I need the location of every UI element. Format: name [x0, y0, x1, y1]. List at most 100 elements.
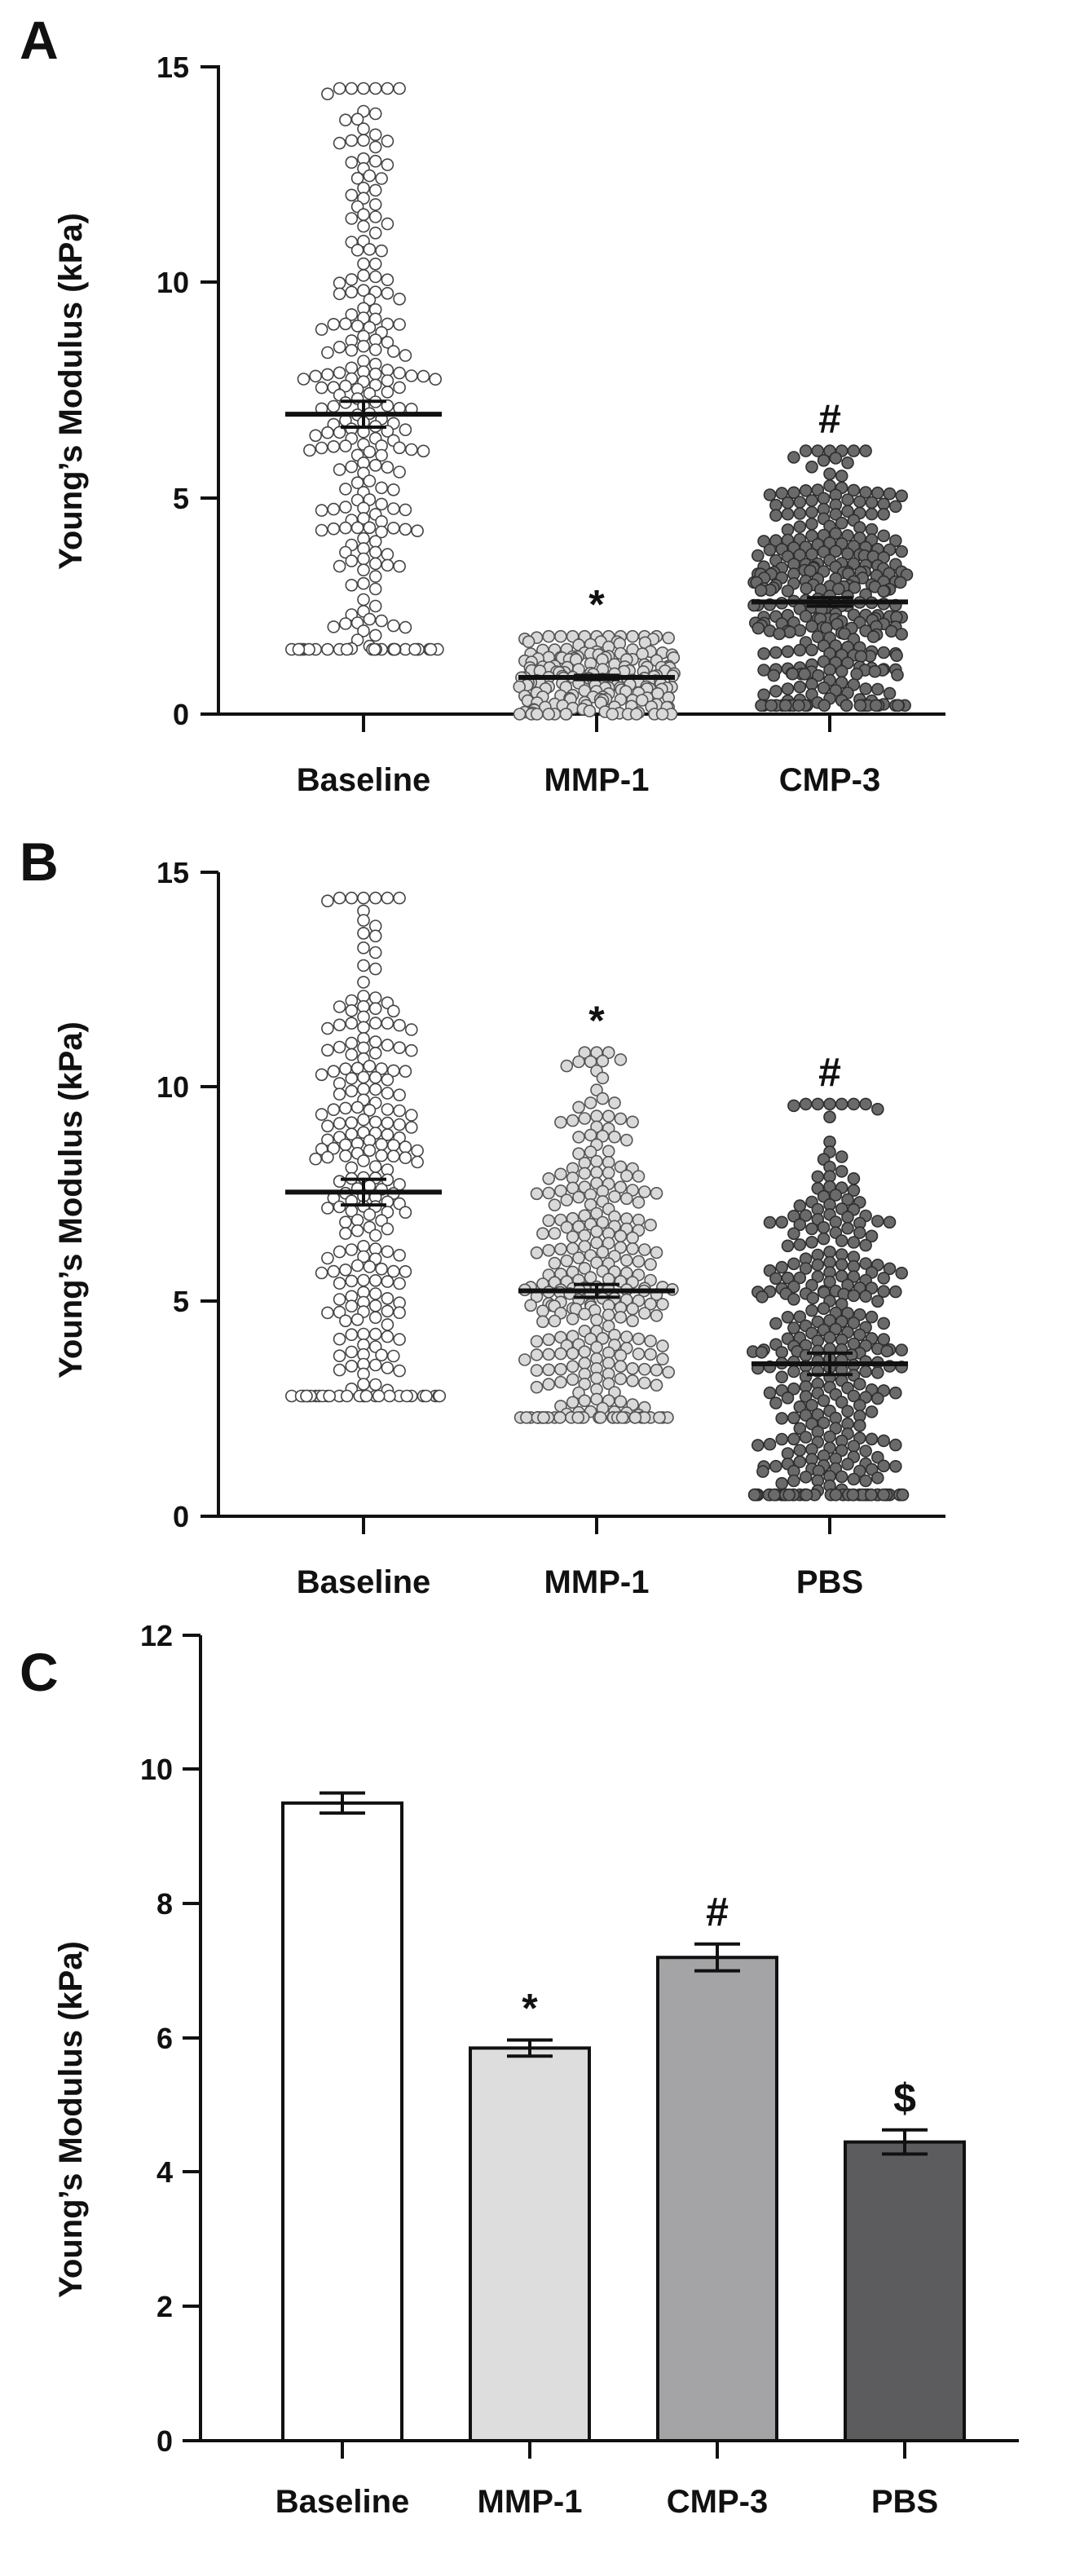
data-point-mmp-1: [650, 1309, 663, 1322]
data-point-baseline: [345, 1017, 359, 1030]
data-point-pbs: [859, 1238, 872, 1252]
data-point-cmp-3: [877, 584, 890, 598]
data-point-baseline: [368, 367, 382, 381]
data-point-baseline: [368, 599, 382, 613]
data-point-baseline: [333, 1277, 346, 1290]
x-category-label: CMP-3: [779, 762, 880, 798]
data-point-cmp-3: [832, 582, 845, 596]
data-point-baseline: [321, 1021, 334, 1035]
data-point-baseline: [368, 140, 382, 154]
data-point-baseline: [357, 624, 370, 637]
data-point-mmp-1: [614, 1395, 628, 1409]
data-point-mmp-1: [626, 1302, 639, 1316]
data-point-pbs: [835, 1298, 848, 1311]
data-point-baseline: [309, 369, 323, 383]
data-point-baseline: [368, 1083, 382, 1096]
data-point-cmp-3: [757, 535, 770, 548]
data-point-cmp-3: [781, 682, 795, 695]
data-point-baseline: [350, 320, 364, 333]
data-point-pbs: [853, 1378, 866, 1391]
data-point-cmp-3: [763, 543, 777, 557]
data-point-pbs: [835, 1097, 848, 1111]
data-point-baseline: [333, 1349, 346, 1362]
data-point-mmp-1: [537, 1411, 550, 1424]
data-point-cmp-3: [883, 487, 897, 501]
data-point-baseline: [386, 502, 400, 515]
data-point-pbs: [817, 1394, 831, 1407]
data-point-mmp-1: [590, 1392, 603, 1406]
data-point-pbs: [799, 1348, 813, 1362]
data-point-baseline: [424, 642, 438, 656]
data-point-baseline: [339, 1227, 352, 1240]
data-point-pbs: [877, 1272, 890, 1285]
data-point-mmp-1: [590, 1206, 603, 1220]
data-point-baseline: [333, 1000, 346, 1013]
data-point-cmp-3: [817, 492, 831, 505]
data-point-baseline: [339, 501, 352, 514]
data-point-mmp-1: [578, 1167, 592, 1180]
data-point-baseline: [368, 991, 382, 1004]
data-point-baseline: [345, 361, 359, 375]
data-point-cmp-3: [805, 460, 818, 474]
data-point-mmp-1: [632, 1332, 646, 1346]
data-point-mmp-1: [626, 1231, 639, 1245]
data-point-cmp-3: [798, 668, 811, 681]
data-point-cmp-3: [754, 584, 768, 598]
data-point-baseline: [381, 548, 394, 561]
panel-label-a: A: [20, 10, 59, 70]
data-point-mmp-1: [542, 1172, 556, 1185]
data-point-mmp-1: [626, 1314, 639, 1328]
data-point-baseline: [350, 171, 364, 185]
data-point-baseline: [357, 208, 370, 222]
data-point-pbs: [800, 1488, 813, 1502]
data-point-baseline: [357, 1113, 370, 1127]
data-point-pbs: [877, 1333, 890, 1346]
data-point-mmp-1: [578, 1240, 592, 1253]
data-point-pbs: [799, 1409, 813, 1422]
data-point-mmp-1: [644, 1297, 657, 1311]
data-point-mmp-1: [530, 1348, 544, 1361]
data-point-pbs: [823, 1314, 836, 1327]
data-point-baseline: [357, 959, 370, 973]
data-point-pbs: [747, 1488, 761, 1502]
data-point-pbs: [865, 1229, 879, 1243]
data-point-cmp-3: [817, 545, 831, 558]
data-point-mmp-1: [542, 629, 556, 643]
data-point-mmp-1: [572, 1055, 585, 1069]
data-point-baseline: [368, 962, 382, 976]
data-point-mmp-1: [614, 1311, 628, 1324]
data-point-baseline: [345, 134, 359, 148]
x-category-label: PBS: [871, 2484, 938, 2520]
data-point-pbs: [775, 1412, 789, 1425]
data-point-baseline: [404, 369, 418, 382]
data-point-cmp-3: [805, 643, 818, 657]
data-point-baseline: [357, 269, 370, 282]
data-point-pbs: [817, 1221, 831, 1234]
data-point-baseline: [381, 1039, 394, 1052]
data-point-mmp-1: [608, 1190, 621, 1203]
data-point-baseline: [375, 481, 388, 495]
data-point-baseline: [345, 1116, 359, 1129]
data-point-cmp-3: [786, 667, 800, 681]
data-point-baseline: [321, 1202, 334, 1215]
data-point-pbs: [871, 1215, 884, 1228]
data-point-baseline: [363, 1260, 377, 1273]
data-point-baseline: [381, 217, 394, 231]
data-point-baseline: [315, 323, 328, 336]
data-point-mmp-1: [553, 1411, 566, 1424]
data-point-baseline: [399, 523, 412, 536]
data-point-baseline: [333, 287, 346, 301]
data-point-pbs: [793, 1422, 807, 1436]
data-point-baseline: [433, 1389, 447, 1403]
data-point-baseline: [375, 525, 388, 539]
data-point-baseline: [357, 1327, 370, 1341]
data-point-mmp-1: [530, 1364, 544, 1377]
data-point-pbs: [847, 1289, 861, 1303]
significance-marker: #: [706, 1890, 729, 1935]
data-point-mmp-1: [530, 1334, 544, 1348]
data-point-pbs: [799, 1471, 813, 1484]
data-point-baseline: [375, 614, 388, 628]
data-point-pbs: [889, 1386, 902, 1400]
data-point-baseline: [345, 1243, 359, 1256]
data-point-baseline: [333, 1245, 346, 1259]
